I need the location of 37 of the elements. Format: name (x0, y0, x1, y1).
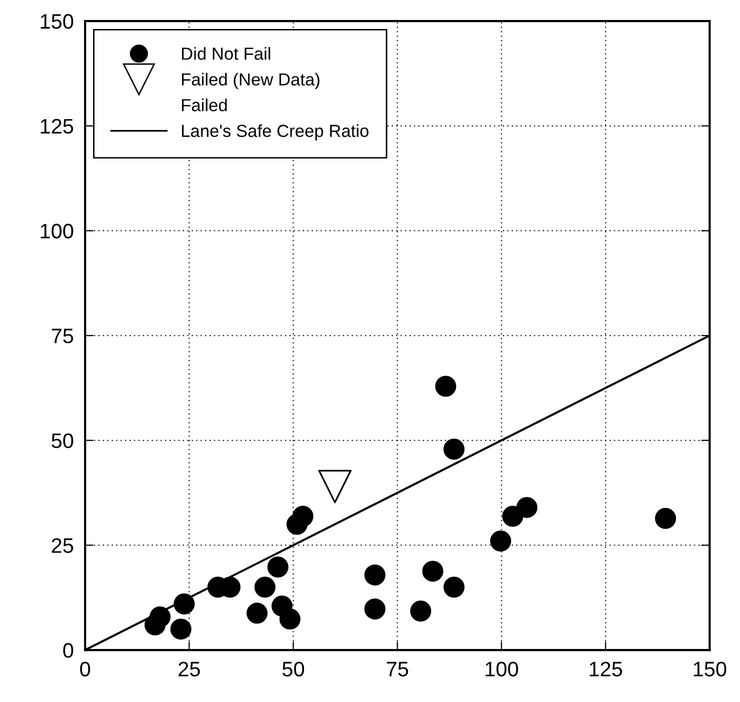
point (364, 598, 386, 620)
y-tick-label: 75 (52, 328, 74, 344)
point (174, 593, 195, 614)
point (364, 564, 386, 586)
x-tick-label: 50 (282, 662, 304, 676)
point (150, 606, 171, 628)
x-tick-label: 25 (178, 662, 200, 676)
x-tick-label: 150 (694, 662, 726, 676)
point (246, 602, 268, 624)
point (318, 470, 352, 504)
legend-label: Failed (New Data) (182, 72, 320, 90)
point (516, 496, 538, 518)
legend-label: Lane's Safe Creep Ratio (182, 124, 368, 140)
x-tick-label: 100 (486, 662, 518, 676)
point (267, 556, 288, 578)
point (490, 530, 512, 552)
y-tick-label: 25 (52, 538, 74, 553)
point (410, 600, 432, 622)
y-tick-label: 50 (52, 433, 74, 448)
legend-label: Failed (182, 98, 227, 112)
y-tick-label: 150 (40, 14, 74, 29)
x-tick-label: 75 (386, 662, 408, 676)
point (443, 576, 465, 598)
point (443, 438, 465, 460)
point (279, 608, 300, 630)
y-tick-label: 125 (40, 118, 74, 134)
legend-label: Did Not Fail (182, 47, 270, 60)
point (292, 506, 314, 527)
x-tick-label: 0 (80, 662, 90, 676)
y-tick-label: 100 (40, 224, 74, 238)
point (170, 618, 192, 640)
y-tick-label: 0 (63, 643, 74, 658)
x-tick-label: 125 (590, 662, 622, 676)
point (435, 376, 456, 397)
point (254, 576, 276, 598)
point (655, 508, 676, 529)
point (422, 560, 444, 582)
